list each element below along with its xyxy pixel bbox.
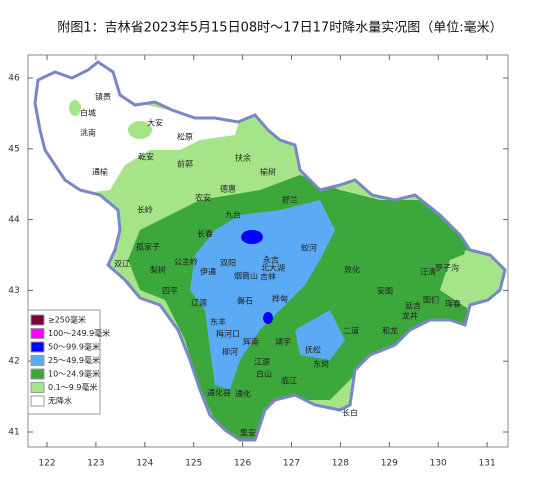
city-label: 松原 — [177, 132, 193, 142]
city-label: 梅河口 — [216, 329, 240, 339]
city-label: 公主岭 — [174, 257, 198, 267]
x-tick-label: 127 — [283, 459, 300, 469]
city-label: 柳河 — [222, 347, 238, 357]
city-label: 农安 — [195, 193, 211, 203]
heavy-rain-area — [190, 200, 335, 390]
legend-swatch — [30, 382, 45, 393]
legend-swatch — [30, 341, 45, 353]
x-tick-label: 125 — [185, 459, 202, 469]
legend-label: 10～24.9毫米 — [48, 369, 100, 379]
city-label: 长白 — [342, 408, 358, 418]
city-label: 吉林 — [260, 272, 276, 282]
city-label: 通化 — [235, 389, 251, 399]
legend-label: 25～49.9毫米 — [48, 355, 100, 365]
city-label: 乾安 — [138, 152, 154, 162]
city-label: 磐石 — [237, 296, 253, 306]
city-label: 桦甸 — [272, 294, 288, 304]
city-label: 双辽 — [114, 260, 130, 269]
city-label: 二道 — [343, 326, 359, 336]
city-label: 长春 — [197, 229, 213, 239]
city-label: 珲春 — [445, 299, 461, 309]
legend-label: 50～99.9毫米 — [48, 342, 100, 352]
city-label: 长岭 — [137, 205, 153, 215]
y-tick-label: 43 — [8, 286, 19, 296]
city-label: 前郭 — [177, 159, 193, 169]
city-label: 榆树 — [260, 167, 276, 177]
city-label: 洮南 — [80, 128, 96, 138]
x-tick-label: 131 — [479, 459, 496, 469]
city-label: 罗子沟 — [435, 263, 459, 273]
city-label: 双阳 — [220, 259, 236, 268]
light-rain-area — [69, 100, 81, 116]
city-label: 敦化 — [344, 265, 360, 275]
city-label: 集安 — [240, 428, 256, 438]
city-label: 和龙 — [382, 326, 398, 336]
city-label: 永吉 — [263, 255, 279, 265]
y-tick-label: 45 — [8, 144, 19, 154]
x-tick-label: 128 — [332, 459, 349, 469]
rainstorm-area — [241, 230, 263, 244]
city-label: 四平 — [162, 287, 178, 296]
x-tick-label: 126 — [234, 459, 251, 469]
legend-swatch — [30, 355, 45, 366]
city-label: 白城 — [80, 108, 96, 118]
city-label: 延吉 — [405, 301, 421, 311]
legend-swatch — [30, 314, 45, 326]
city-label: 东岗 — [313, 359, 329, 369]
legend-label: 无降水 — [48, 396, 72, 406]
province-border — [33, 60, 507, 442]
city-label: 北大湖 — [261, 263, 285, 273]
city-label: 大安 — [147, 118, 163, 128]
city-label: 烟筒山 — [234, 271, 258, 281]
legend-swatch — [30, 368, 45, 380]
rainstorm-area — [263, 312, 273, 324]
city-label: 舒兰 — [282, 195, 298, 205]
map-title: 附图1：吉林省2023年5月15日08时～17日17时降水量实况图（单位:毫米） — [57, 20, 502, 36]
x-tick-label: 130 — [430, 459, 447, 469]
city-label: 孤家子 — [136, 242, 160, 252]
city-label: 辽源 — [191, 299, 207, 308]
y-tick-label: 46 — [8, 74, 20, 84]
x-tick-label: 123 — [87, 459, 104, 469]
legend-label: ≥250毫米 — [48, 315, 86, 325]
light-rain-area — [128, 121, 152, 139]
map-frame — [27, 54, 509, 448]
city-label: 临江 — [281, 376, 297, 386]
city-label: 抚松 — [305, 345, 321, 355]
city-label: 辉南 — [243, 337, 259, 347]
legend-swatch — [30, 328, 45, 339]
y-tick-label: 44 — [8, 215, 20, 225]
x-tick-label: 124 — [136, 459, 153, 469]
city-label: 汪清 — [420, 267, 436, 277]
city-label: 龙井 — [402, 311, 418, 321]
city-label: 德惠 — [220, 184, 236, 194]
city-label: 蛟河 — [301, 243, 317, 253]
city-label: 图们 — [423, 295, 439, 305]
city-label: 安图 — [377, 286, 393, 296]
legend-label: 100～249.9毫米 — [48, 328, 110, 338]
city-label: 镇赉 — [95, 92, 111, 102]
heavy-rain-area — [295, 310, 345, 360]
city-label: 通榆 — [92, 167, 108, 177]
city-label: 伊通 — [200, 267, 216, 277]
city-label: 九台 — [225, 210, 241, 220]
city-label: 梨树 — [150, 265, 166, 275]
legend-swatch — [30, 395, 45, 407]
city-label: 白山 — [256, 369, 272, 379]
city-label: 靖宇 — [275, 337, 291, 347]
x-tick-label: 129 — [381, 459, 398, 469]
legend-label: 0.1～9.9毫米 — [48, 382, 97, 392]
city-label: 东丰 — [210, 317, 226, 327]
city-label: 通化县 — [207, 388, 231, 398]
x-tick-label: 122 — [38, 459, 55, 469]
city-label: 扶余 — [235, 153, 251, 163]
y-tick-label: 42 — [8, 357, 19, 367]
city-label: 江源 — [254, 358, 270, 367]
y-tick-label: 41 — [8, 428, 19, 438]
